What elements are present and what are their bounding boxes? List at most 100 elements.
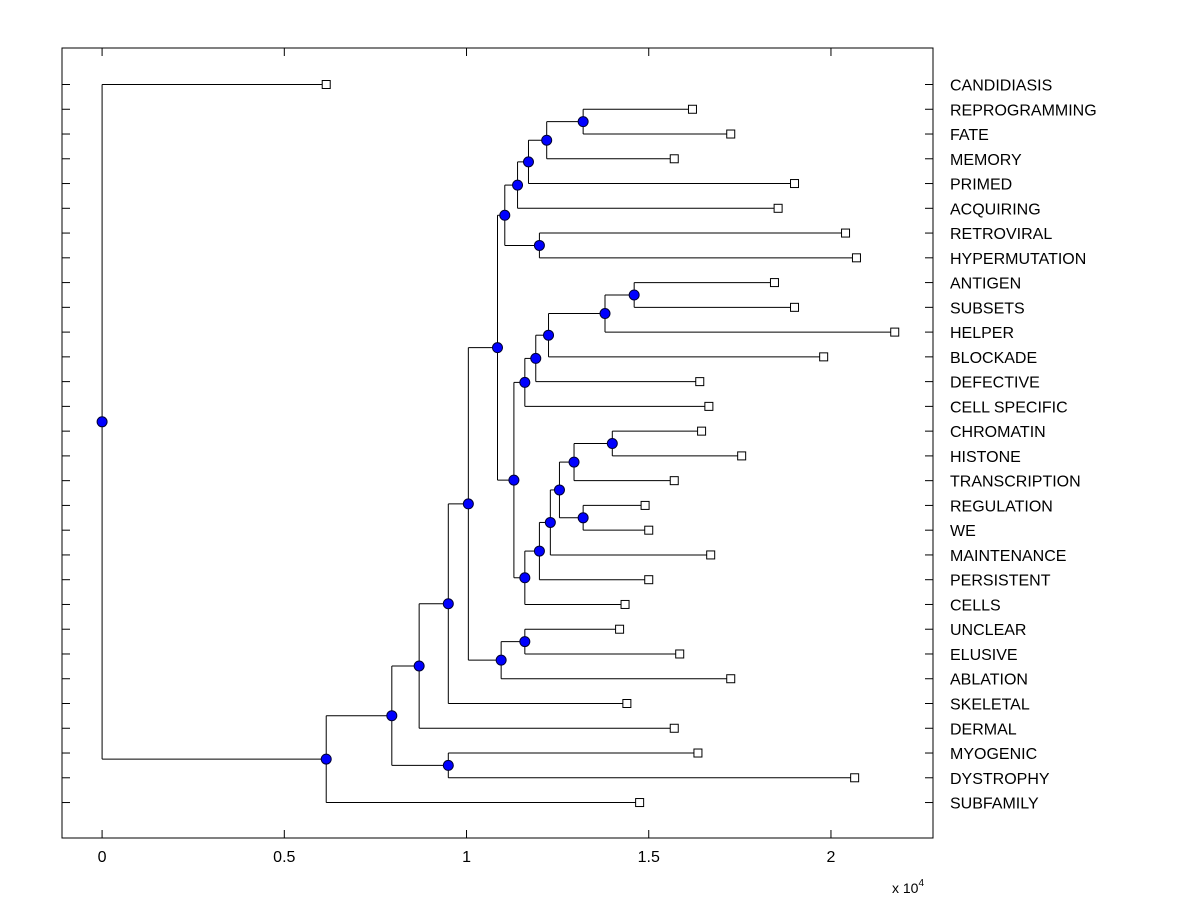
leaf-label: CELLS — [950, 597, 1001, 614]
merge-node-n3 — [522, 156, 534, 168]
leaf-marker — [819, 352, 829, 362]
leaf-label: BLOCKADE — [950, 350, 1037, 367]
merge-node-n4 — [512, 179, 524, 191]
leaf-label: SUBSETS — [950, 300, 1025, 317]
leaf-marker — [841, 228, 851, 238]
leaf-label: CANDIDIASIS — [950, 78, 1052, 95]
leaf-marker — [790, 179, 800, 189]
merge-node-n21 — [519, 636, 531, 648]
merge-node-n8 — [599, 308, 611, 320]
merge-node-n12 — [606, 438, 618, 450]
merge-node-n16 — [544, 516, 556, 528]
leaf-markers — [321, 80, 900, 808]
merge-node-n10 — [530, 352, 542, 364]
leaf-label: REGULATION — [950, 498, 1053, 515]
merge-node-n23 — [462, 498, 474, 510]
leaf-label: UNCLEAR — [950, 622, 1026, 639]
merge-node-n24 — [442, 598, 454, 610]
leaf-label: TRANSCRIPTION — [950, 474, 1081, 491]
leaf-label: ANTIGEN — [950, 276, 1021, 293]
leaf-label: REPROGRAMMING — [950, 102, 1097, 119]
merge-node-n17 — [533, 545, 545, 557]
leaf-marker — [640, 500, 650, 510]
leaf-marker — [697, 426, 707, 436]
leaf-marker — [704, 401, 714, 411]
leaf-marker — [790, 302, 800, 312]
merge-node-n18 — [519, 572, 531, 584]
leaf-marker — [769, 278, 779, 288]
y-tick-marks — [62, 84, 933, 804]
leaf-label: SUBFAMILY — [950, 796, 1039, 813]
leaf-label: MEMORY — [950, 152, 1022, 169]
leaf-label: CHROMATIN — [950, 424, 1046, 441]
leaf-label: DERMAL — [950, 721, 1017, 738]
leaf-label: MAINTENANCE — [950, 548, 1066, 565]
leaf-label: HISTONE — [950, 449, 1021, 466]
merge-node-n2 — [541, 134, 553, 146]
leaf-marker — [851, 253, 861, 263]
merge-node-n28 — [320, 753, 332, 765]
leaf-marker — [726, 129, 736, 139]
leaf-label: DEFECTIVE — [950, 375, 1040, 392]
merge-node-n9 — [543, 329, 555, 341]
leaf-label: PRIMED — [950, 177, 1012, 194]
leaf-label: HYPERMUTATION — [950, 251, 1086, 268]
leaf-marker — [669, 723, 679, 733]
leaf-marker — [669, 154, 679, 164]
leaf-label: ACQUIRING — [950, 201, 1041, 218]
leaf-label: FATE — [950, 127, 989, 144]
leaf-marker — [644, 575, 654, 585]
merge-node-n20 — [492, 342, 503, 354]
leaf-label: ELUSIVE — [950, 647, 1018, 664]
leaf-marker — [706, 550, 716, 560]
x-tick-label: 1.5 — [638, 849, 660, 866]
leaf-marker — [890, 327, 900, 337]
merge-node-n5 — [533, 239, 545, 251]
merge-nodes — [96, 116, 640, 771]
merge-node-n13 — [568, 456, 580, 468]
leaf-label: MYOGENIC — [950, 746, 1037, 763]
leaf-marker — [850, 773, 860, 783]
leaf-label: CELL SPECIFIC — [950, 399, 1068, 416]
x-tick-label: 2 — [827, 849, 836, 866]
leaf-marker — [687, 104, 697, 114]
x-exponent-label: x 104 — [892, 878, 924, 896]
leaf-marker — [693, 748, 703, 758]
x-tick-label: 0.5 — [273, 849, 295, 866]
leaf-marker — [321, 80, 331, 89]
leaf-marker — [622, 699, 632, 708]
leaf-label: WE — [950, 523, 976, 540]
leaf-label: RETROVIRAL — [950, 226, 1052, 243]
merge-node-n6 — [499, 209, 511, 221]
x-tick-label: 1 — [462, 849, 471, 866]
merge-node-n1 — [577, 116, 589, 128]
merge-node-n27 — [386, 710, 398, 722]
leaf-labels: CANDIDIASIS REPROGRAMMING FATE MEMORY PRIMED… — [950, 78, 1097, 813]
merge-node-n26 — [442, 759, 454, 771]
dendrogram-links — [101, 84, 895, 804]
leaf-marker — [675, 649, 685, 659]
x-axis: 0 0.5 1 1.5 2 — [98, 48, 836, 866]
leaf-marker — [620, 599, 630, 609]
leaf-marker — [737, 451, 747, 461]
leaf-marker — [695, 377, 705, 387]
merge-node-n22 — [495, 654, 507, 666]
merge-node-n11 — [519, 376, 531, 388]
leaf-label: HELPER — [950, 325, 1014, 342]
leaf-label: PERSISTENT — [950, 573, 1051, 590]
merge-node-n14 — [577, 512, 589, 524]
leaf-label: ABLATION — [950, 672, 1028, 689]
leaf-marker — [615, 624, 625, 634]
leaf-label: SKELETAL — [950, 697, 1030, 714]
merge-node-n19 — [508, 474, 520, 486]
merge-node-n25 — [413, 660, 425, 672]
leaf-marker — [669, 476, 679, 486]
leaf-marker — [635, 798, 645, 808]
leaf-marker — [644, 525, 654, 535]
leaf-marker — [773, 203, 783, 213]
merge-node-n29 — [96, 416, 108, 428]
leaf-label: DYSTROPHY — [950, 771, 1050, 788]
merge-node-n15 — [553, 484, 565, 496]
x-tick-label: 0 — [98, 849, 107, 866]
